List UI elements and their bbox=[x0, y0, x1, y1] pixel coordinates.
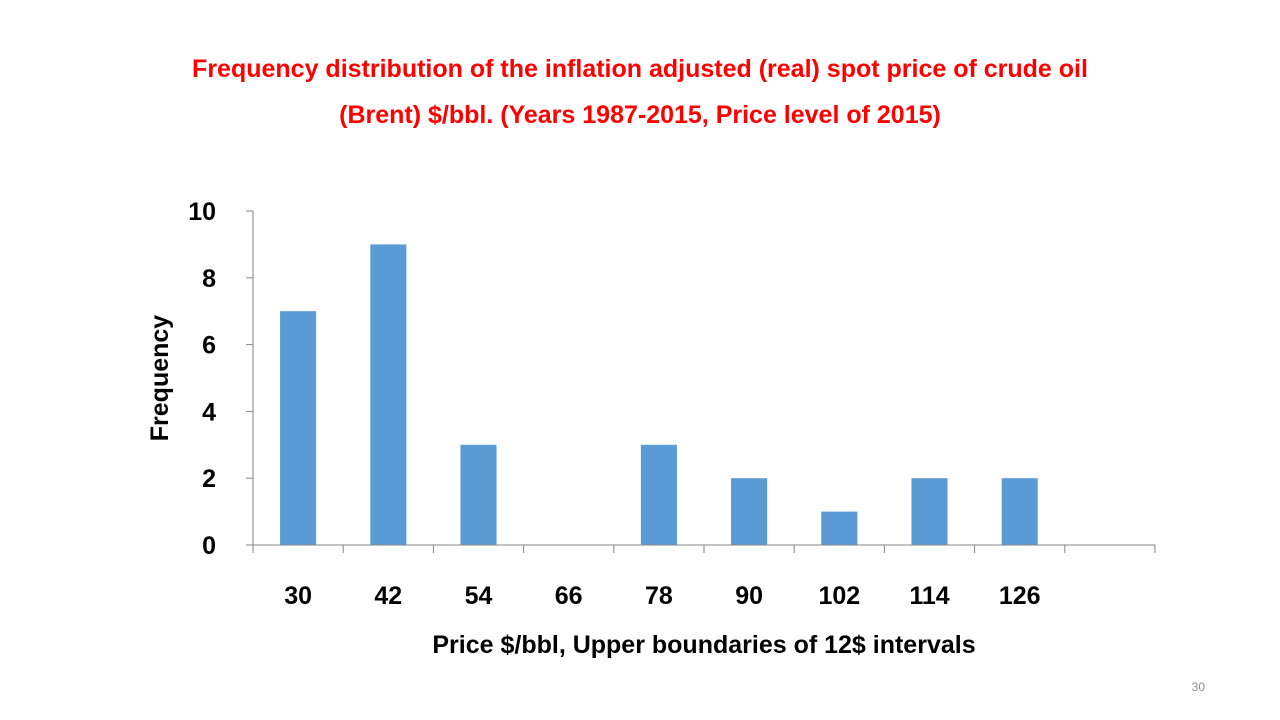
x-axis-label: Price $/bbl, Upper boundaries of 12$ int… bbox=[432, 631, 975, 659]
y-tick-label: 0 bbox=[202, 532, 216, 560]
x-tick-label: 42 bbox=[374, 582, 402, 610]
bars-group bbox=[280, 244, 1038, 545]
bar-90 bbox=[731, 478, 768, 545]
y-axis-label: Frequency bbox=[146, 315, 174, 442]
x-tick-label: 114 bbox=[909, 582, 949, 610]
x-tick-label: 126 bbox=[999, 582, 1041, 610]
y-tick-label: 6 bbox=[202, 332, 216, 360]
bar-54 bbox=[460, 444, 497, 545]
bar-102 bbox=[821, 511, 858, 545]
y-tick-label: 2 bbox=[202, 465, 216, 493]
y-tick-label: 8 bbox=[202, 265, 216, 293]
x-tick-label: 78 bbox=[645, 582, 673, 610]
chart-title: Frequency distribution of the inflation … bbox=[192, 55, 1088, 129]
bar-30 bbox=[280, 311, 317, 545]
x-tick-label: 90 bbox=[735, 582, 763, 610]
axes-group: 0 2 4 6 8 10 30 42 54 66 78 90 102 114 126 bbox=[188, 198, 1156, 610]
bar-126 bbox=[1001, 478, 1038, 545]
x-tick-label: 66 bbox=[555, 582, 583, 610]
slide-number: 30 bbox=[1191, 680, 1205, 694]
bar-114 bbox=[911, 478, 948, 545]
y-tick-label: 4 bbox=[202, 398, 216, 426]
x-tick-label: 30 bbox=[284, 582, 312, 610]
x-tick-label: 54 bbox=[465, 582, 493, 610]
y-tick-label: 10 bbox=[188, 198, 216, 226]
bar-42 bbox=[370, 244, 407, 545]
x-tick-label: 102 bbox=[818, 582, 860, 610]
bar-78 bbox=[640, 444, 677, 545]
